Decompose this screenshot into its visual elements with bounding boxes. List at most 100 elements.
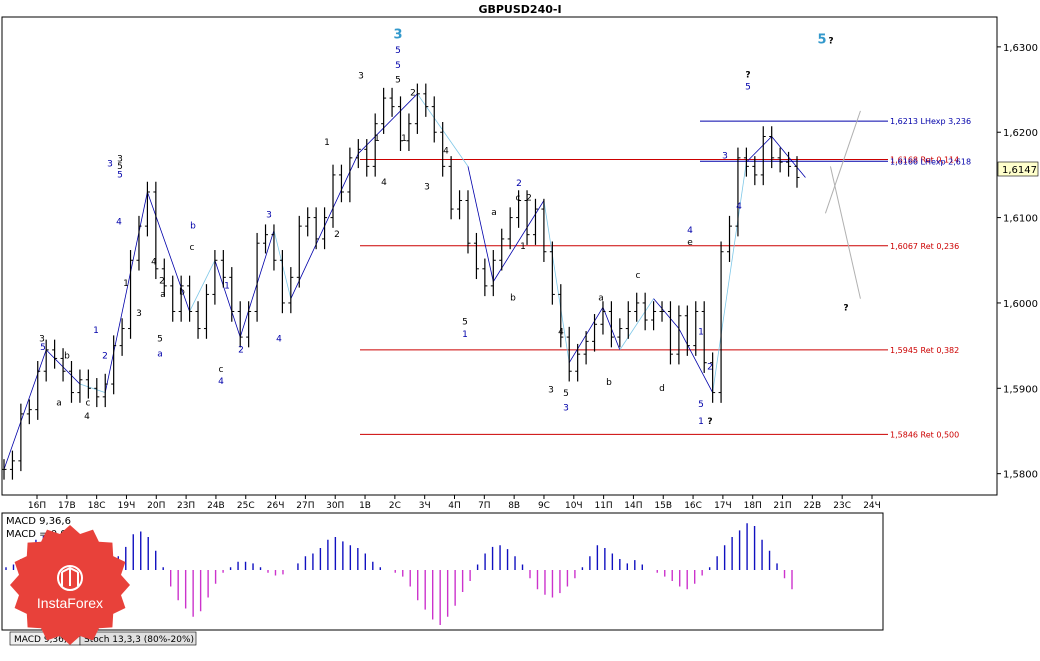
wave-line [746,136,772,163]
ohlc-bar [735,147,741,237]
ohlc-bar [651,301,657,331]
wave-label: 4 [276,334,282,344]
ohlc-bar [794,156,800,188]
fib-label: 1,6168 Ret 0,114 [890,156,959,165]
ohlc-bar [271,224,277,271]
ohlc-bar [52,339,58,369]
ohlc-bar [777,147,783,173]
macd-value: MACD = 0,00 [6,529,73,540]
time-tick-label: 8В [508,501,520,511]
time-tick-label: 20П [147,501,165,511]
wave-label: 1 [401,134,407,144]
wave-label: 4 [84,412,90,422]
wave-label: a [160,290,166,300]
ohlc-bar [153,181,159,280]
wave-label: 1 [324,138,330,148]
wave-label: c [219,365,224,375]
wave-label: 3 [548,386,554,396]
ohlc-bar [625,301,631,339]
wave-line [104,191,148,393]
ohlc-bar [9,450,15,480]
ohlc-bar [212,250,218,305]
wave-label: 3 [136,309,142,319]
price-tick-label: 1,6000 [1003,299,1038,310]
wave-label: 3 [563,403,569,413]
projection-line [829,166,861,299]
ohlc-bar [701,301,707,373]
wave-line [467,166,494,282]
price-tick-label: 1,5900 [1003,384,1038,395]
ohlc-bar [187,275,193,322]
wave-label: c [636,271,641,281]
tab-stoch[interactable] [79,631,197,646]
ohlc-bar [575,343,581,382]
price-tick-label: 1,6100 [1003,214,1038,225]
ohlc-bar [102,373,108,408]
wave-label: c [190,243,195,253]
wave-label: 3 [424,182,430,192]
ohlc-bar [634,292,640,322]
ohlc-bar [305,207,311,237]
time-tick-label: 7П [478,501,491,511]
ohlc-bar [128,250,134,339]
wave-label: ? [828,36,833,46]
wave-label: 5 [395,46,401,56]
wave-label: a [157,350,163,360]
wave-line [189,260,216,312]
wave-label: 5 [117,170,123,180]
ohlc-bar [195,301,201,339]
ohlc-bar [566,326,572,382]
time-tick-label: 16С [684,501,702,511]
ohlc-bar [237,301,243,348]
wave-label: 2 [238,345,244,355]
ohlc-bar [43,339,49,382]
wave-label: ? [707,417,712,427]
wave-label: 5 [698,400,704,410]
wave-label: 1 [123,279,129,289]
fib-label: 1,6166 LHexp 2,618 [890,157,971,166]
time-tick-label: 3Ч [419,501,431,511]
wave-line [712,162,747,393]
wave-label: 4 [558,328,564,338]
wave-label: 2 [707,363,713,373]
time-tick-label: 18С [88,501,106,511]
wave-label: 4 [151,258,157,268]
wave-label: 4 [381,178,387,188]
wave-label: 5 [157,334,163,344]
wave-label: b [606,378,612,388]
wave-label: 5 [563,389,569,399]
time-tick-label: 17В [58,501,76,511]
wave-label: c [86,398,91,408]
tab-macd-label: MACD 9,36,6 [14,635,73,645]
ohlc-bar [355,139,361,169]
time-tick-label: 22В [804,501,822,511]
wave-line [653,298,680,329]
ohlc-bar [85,369,91,399]
ohlc-bar [440,121,446,177]
ohlc-bar [389,87,395,117]
current-price: 1,6147 [1002,165,1037,176]
wave-label: a [598,293,604,303]
time-tick-label: 19Ч [118,501,136,511]
ohlc-bar [220,250,226,288]
ohlc-bar [1,459,7,480]
ohlc-bar [246,301,252,348]
ohlc-bar [347,147,353,203]
time-tick-label: 30П [326,501,344,511]
ohlc-bar [482,258,488,297]
wave-label: d [659,384,665,394]
wave-line [358,93,418,154]
wave-label: 4 [116,217,122,227]
ohlc-bar [642,292,648,331]
wave-label: 4 [218,377,224,387]
wave-label: 5 [395,61,401,71]
ohlc-bar [178,275,184,322]
wave-label: 3 [266,211,272,221]
ohlc-bar [288,267,294,314]
ohlc-bar [94,378,100,408]
wave-line [214,260,241,338]
ohlc-bar [457,190,463,220]
ohlc-bar [710,352,716,403]
time-tick-label: 10Ч [565,501,583,511]
